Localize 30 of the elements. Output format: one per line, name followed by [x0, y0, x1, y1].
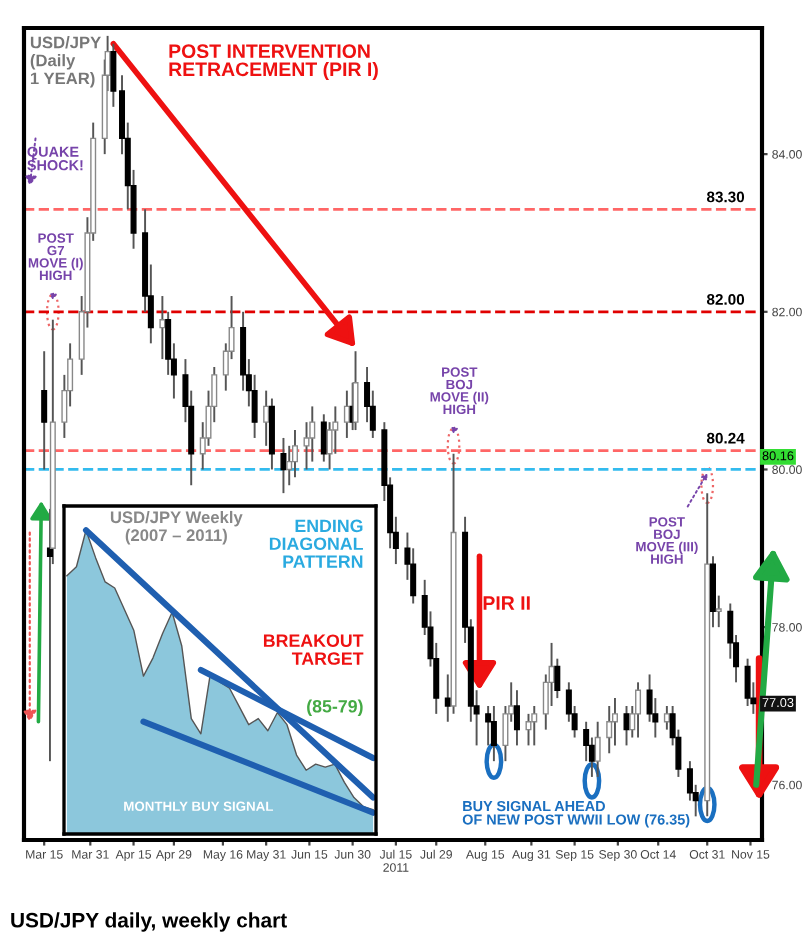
- text: USD/JPY daily, weekly chart: [11, 912, 287, 932]
- candlestick: [744, 657, 751, 707]
- candlestick: [594, 720, 601, 778]
- candlestick: [263, 389, 270, 447]
- chart-title: USD/JPY Weekly (2007 – 2011): [110, 510, 243, 545]
- candlestick: [525, 712, 532, 747]
- candlestick: [709, 555, 716, 629]
- candlestick: [513, 689, 520, 747]
- annotation: BREAKOUT TARGET: [263, 634, 364, 665]
- candlestick: [291, 429, 298, 479]
- candlestick: [663, 705, 670, 731]
- candlestick: [268, 397, 275, 471]
- candlestick: [444, 673, 451, 723]
- candlestick: [159, 295, 166, 361]
- candlestick: [309, 405, 316, 463]
- annotation: ENDING DIAGONAL PATTERN: [269, 519, 363, 568]
- text: USD/JPY (Daily 1 YEAR): [30, 36, 101, 88]
- candlestick: [490, 705, 497, 763]
- candlestick: [352, 350, 359, 432]
- candlestick: [635, 681, 642, 739]
- annotation: PIR II: [483, 596, 530, 610]
- candlestick: [715, 594, 722, 629]
- candlestick: [41, 350, 48, 471]
- candlestick: [606, 705, 613, 755]
- annotation: POST INTERVENTION RETRACEMENT (PIR I): [169, 44, 378, 81]
- candlestick: [320, 413, 327, 463]
- candlestick: [280, 436, 287, 495]
- candlestick: [611, 697, 618, 747]
- candlestick: [531, 705, 538, 747]
- annotation: (85-79): [307, 699, 363, 717]
